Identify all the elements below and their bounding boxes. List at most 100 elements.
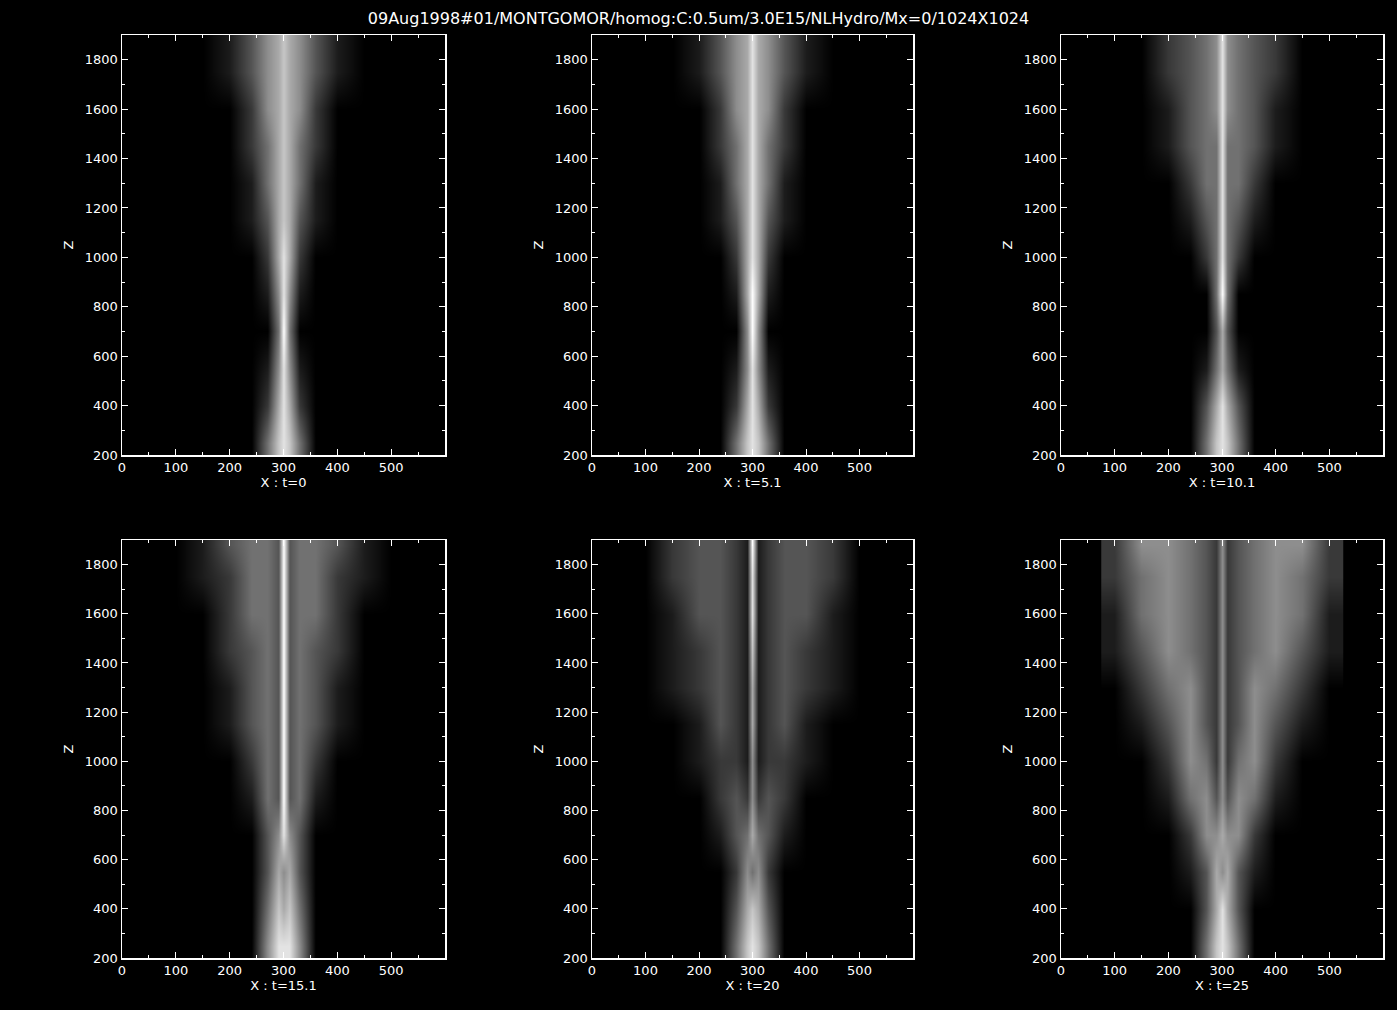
- svg-text:1800: 1800: [85, 557, 118, 572]
- svg-text:1000: 1000: [1024, 754, 1057, 769]
- svg-text:1000: 1000: [555, 754, 588, 769]
- svg-text:1800: 1800: [1024, 557, 1057, 572]
- svg-text:Z: Z: [531, 744, 546, 753]
- svg-text:0: 0: [118, 460, 126, 475]
- svg-text:400: 400: [1032, 901, 1057, 916]
- svg-text:200: 200: [563, 951, 588, 966]
- svg-text:100: 100: [163, 460, 188, 475]
- svg-text:1000: 1000: [85, 250, 118, 265]
- svg-text:1000: 1000: [555, 250, 588, 265]
- svg-text:200: 200: [1032, 951, 1057, 966]
- svg-text:1600: 1600: [1024, 102, 1057, 117]
- svg-text:Z: Z: [531, 240, 546, 249]
- svg-text:800: 800: [563, 803, 588, 818]
- svg-text:500: 500: [847, 963, 872, 978]
- svg-text:300: 300: [740, 460, 765, 475]
- svg-text:100: 100: [633, 963, 658, 978]
- svg-text:1600: 1600: [1024, 606, 1057, 621]
- svg-text:300: 300: [271, 963, 296, 978]
- svg-text:Z: Z: [61, 240, 76, 249]
- svg-text:1400: 1400: [1024, 151, 1057, 166]
- svg-text:1200: 1200: [1024, 705, 1057, 720]
- svg-text:0: 0: [588, 963, 596, 978]
- svg-text:600: 600: [1032, 852, 1057, 867]
- svg-text:400: 400: [93, 901, 118, 916]
- svg-text:800: 800: [93, 803, 118, 818]
- svg-text:600: 600: [93, 852, 118, 867]
- svg-text:1000: 1000: [1024, 250, 1057, 265]
- svg-text:100: 100: [633, 460, 658, 475]
- svg-text:X : t=15.1: X : t=15.1: [250, 978, 317, 993]
- svg-text:400: 400: [93, 398, 118, 413]
- svg-text:1200: 1200: [85, 705, 118, 720]
- svg-text:1600: 1600: [85, 606, 118, 621]
- svg-text:200: 200: [687, 963, 712, 978]
- svg-text:1600: 1600: [85, 102, 118, 117]
- svg-text:1600: 1600: [555, 102, 588, 117]
- svg-text:200: 200: [1156, 963, 1181, 978]
- svg-text:100: 100: [1102, 460, 1127, 475]
- svg-text:400: 400: [794, 963, 819, 978]
- svg-text:X : t=0: X : t=0: [261, 475, 307, 490]
- svg-text:300: 300: [1210, 963, 1235, 978]
- svg-text:400: 400: [325, 963, 350, 978]
- svg-text:X : t=5.1: X : t=5.1: [723, 475, 781, 490]
- svg-text:1000: 1000: [85, 754, 118, 769]
- svg-text:1800: 1800: [555, 557, 588, 572]
- svg-text:1400: 1400: [555, 151, 588, 166]
- svg-text:1200: 1200: [555, 200, 588, 215]
- svg-text:200: 200: [217, 963, 242, 978]
- svg-text:0: 0: [118, 963, 126, 978]
- svg-text:200: 200: [563, 448, 588, 463]
- svg-text:1400: 1400: [85, 151, 118, 166]
- svg-text:500: 500: [379, 460, 404, 475]
- svg-text:1800: 1800: [1024, 52, 1057, 67]
- svg-text:400: 400: [794, 460, 819, 475]
- svg-text:100: 100: [163, 963, 188, 978]
- svg-text:1200: 1200: [1024, 200, 1057, 215]
- svg-text:0: 0: [588, 460, 596, 475]
- svg-text:X : t=25: X : t=25: [1195, 978, 1249, 993]
- svg-text:1800: 1800: [85, 52, 118, 67]
- svg-text:200: 200: [687, 460, 712, 475]
- svg-text:800: 800: [1032, 299, 1057, 314]
- svg-text:300: 300: [1210, 460, 1235, 475]
- svg-text:1400: 1400: [555, 655, 588, 670]
- svg-text:500: 500: [1317, 460, 1342, 475]
- svg-text:0: 0: [1057, 460, 1065, 475]
- svg-text:500: 500: [847, 460, 872, 475]
- svg-text:09Aug1998#01/MONTGOMOR/homog:C: 09Aug1998#01/MONTGOMOR/homog:C:0.5um/3.0…: [368, 9, 1029, 28]
- svg-text:800: 800: [563, 299, 588, 314]
- svg-text:400: 400: [563, 398, 588, 413]
- svg-text:200: 200: [1032, 448, 1057, 463]
- svg-text:1400: 1400: [85, 655, 118, 670]
- svg-text:200: 200: [1156, 460, 1181, 475]
- svg-text:300: 300: [740, 963, 765, 978]
- svg-text:400: 400: [325, 460, 350, 475]
- svg-text:500: 500: [1317, 963, 1342, 978]
- svg-text:400: 400: [1263, 963, 1288, 978]
- svg-text:600: 600: [563, 349, 588, 364]
- svg-text:Z: Z: [1000, 744, 1015, 753]
- svg-text:400: 400: [563, 901, 588, 916]
- svg-text:1200: 1200: [555, 705, 588, 720]
- svg-text:1600: 1600: [555, 606, 588, 621]
- svg-text:400: 400: [1032, 398, 1057, 413]
- svg-text:400: 400: [1263, 460, 1288, 475]
- svg-text:800: 800: [93, 299, 118, 314]
- svg-text:Z: Z: [61, 744, 76, 753]
- svg-text:500: 500: [379, 963, 404, 978]
- svg-text:X : t=20: X : t=20: [725, 978, 779, 993]
- svg-text:200: 200: [93, 448, 118, 463]
- svg-text:Z: Z: [1000, 240, 1015, 249]
- svg-text:0: 0: [1057, 963, 1065, 978]
- svg-text:200: 200: [217, 460, 242, 475]
- svg-text:300: 300: [271, 460, 296, 475]
- svg-text:1400: 1400: [1024, 655, 1057, 670]
- svg-text:1200: 1200: [85, 200, 118, 215]
- svg-text:200: 200: [93, 951, 118, 966]
- svg-text:1800: 1800: [555, 52, 588, 67]
- svg-text:600: 600: [563, 852, 588, 867]
- svg-text:X : t=10.1: X : t=10.1: [1189, 475, 1256, 490]
- svg-text:600: 600: [1032, 349, 1057, 364]
